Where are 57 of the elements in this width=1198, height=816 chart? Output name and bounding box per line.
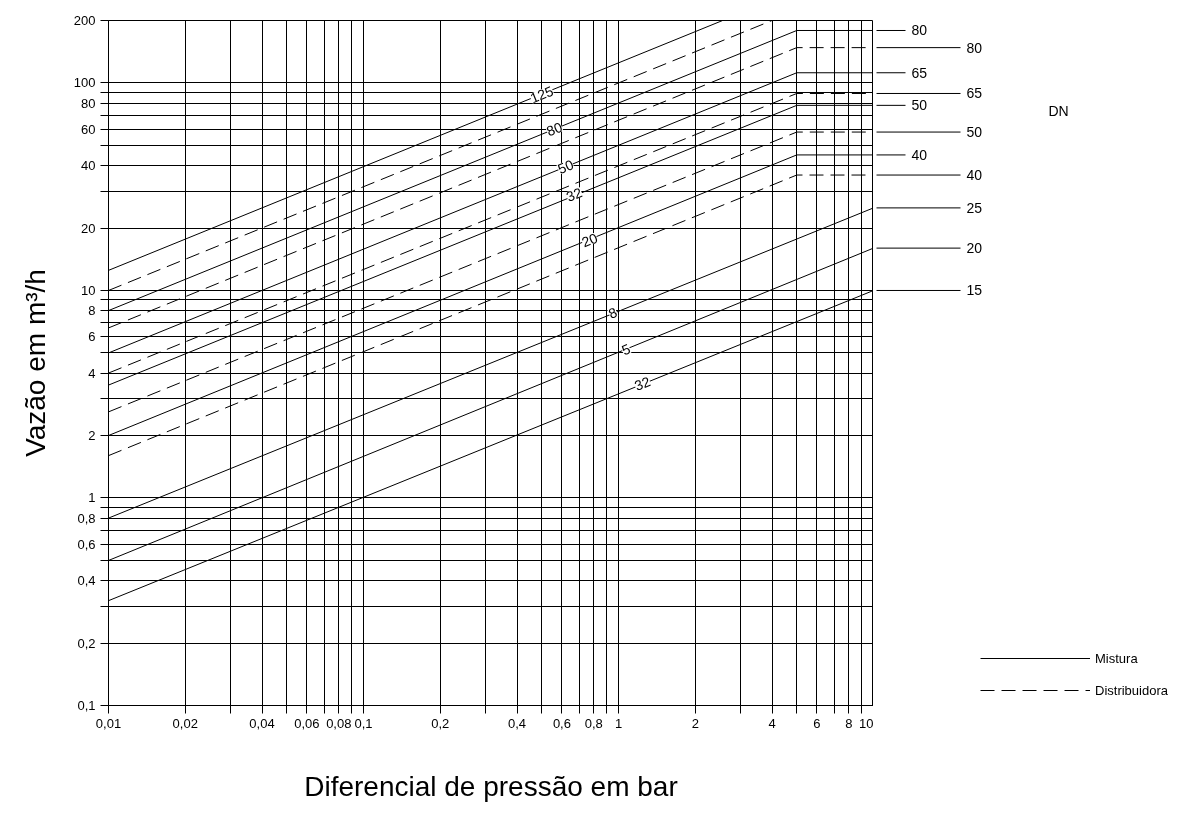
x-tick-label: 0,4 bbox=[507, 715, 527, 731]
annotation: 32 bbox=[632, 373, 653, 394]
y-tick-label: 0,4 bbox=[77, 573, 96, 589]
text: DN bbox=[1048, 102, 1069, 119]
x-tick-label: 0,02 bbox=[172, 715, 198, 731]
x-tick-label: 2 bbox=[691, 715, 699, 731]
x-tick-label: 8 bbox=[845, 715, 853, 731]
annotation: 32 bbox=[563, 184, 585, 205]
y-tick-label: 1 bbox=[88, 490, 96, 506]
y-tick-label: 0,8 bbox=[77, 510, 96, 526]
annotation: 50 bbox=[911, 97, 928, 114]
y-tick-label: 60 bbox=[81, 121, 96, 137]
annotation: 40 bbox=[911, 146, 928, 163]
x-axis-title: Diferencial de pressão em bar bbox=[304, 770, 678, 802]
x-tick-label: 0,2 bbox=[431, 715, 450, 731]
y-tick-label: 80 bbox=[81, 95, 96, 111]
x-tick-label: 0,08 bbox=[326, 715, 352, 731]
y-tick-label: 0,2 bbox=[77, 635, 96, 651]
annotation: 40 bbox=[966, 167, 983, 184]
annotation: 25 bbox=[966, 199, 983, 216]
y-tick-label: 2 bbox=[88, 428, 96, 444]
annotation: 20 bbox=[579, 229, 600, 251]
y-tick-label: 0,1 bbox=[77, 698, 96, 713]
y-tick-label: 8 bbox=[88, 303, 96, 319]
y-tick-label: 20 bbox=[81, 220, 96, 236]
annotation: 80 bbox=[966, 39, 983, 56]
annotation: 65 bbox=[911, 64, 928, 81]
text: Mistura bbox=[1095, 650, 1138, 666]
y-tick-label: 10 bbox=[81, 282, 96, 298]
y-tick-label: 100 bbox=[73, 75, 96, 91]
x-tick-label: 4 bbox=[768, 715, 776, 731]
annotation: 20 bbox=[966, 240, 983, 257]
y-tick-label: 4 bbox=[88, 365, 96, 381]
annotation: 65 bbox=[966, 85, 983, 102]
x-tick-label: 0,6 bbox=[552, 715, 571, 731]
annotation: 50 bbox=[966, 124, 983, 141]
x-tick-label: 10 bbox=[859, 715, 874, 731]
x-tick-label: 0,1 bbox=[354, 715, 373, 731]
annotation: 50 bbox=[555, 156, 576, 178]
x-tick-label: 1 bbox=[614, 715, 623, 731]
annotation: 8 bbox=[606, 303, 620, 322]
text: Distribuidora bbox=[1095, 682, 1168, 698]
y-axis-title: Vazão em m³/h bbox=[19, 269, 51, 457]
x-tick-label: 6 bbox=[813, 715, 821, 731]
annotation: 5 bbox=[619, 340, 633, 359]
y-tick-label: 6 bbox=[88, 329, 96, 345]
x-tick-label: 0,8 bbox=[584, 715, 603, 731]
annotation: 125 bbox=[527, 82, 556, 107]
x-tick-label: 0,04 bbox=[249, 715, 275, 731]
y-tick-label: 40 bbox=[81, 158, 96, 174]
annotation: 80 bbox=[911, 22, 928, 39]
x-tick-label: 0,06 bbox=[294, 715, 320, 731]
annotation: 80 bbox=[544, 118, 565, 140]
y-tick-label: 0,6 bbox=[77, 536, 96, 552]
y-tick-label: 200 bbox=[73, 13, 96, 28]
x-tick-label: 0,01 bbox=[95, 715, 122, 731]
annotation: 15 bbox=[966, 282, 983, 299]
